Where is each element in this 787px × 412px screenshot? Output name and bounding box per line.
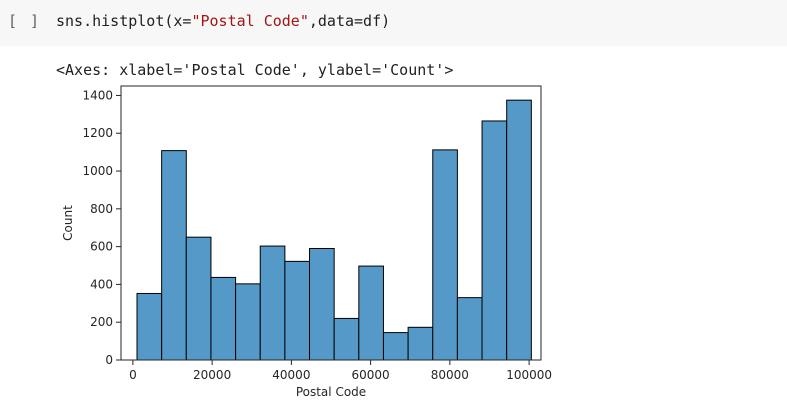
x-tick-label: 40000: [272, 368, 310, 382]
histogram-bar: [235, 283, 261, 361]
x-axis-ticks: 0 20000 40000 60000 80000 100000: [129, 360, 552, 382]
y-tick-label: 200: [90, 315, 113, 329]
y-tick-label: 600: [90, 240, 113, 254]
histogram-bar: [136, 292, 163, 361]
histogram-bar: [309, 248, 335, 361]
x-tick-label: 20000: [193, 368, 231, 382]
x-axis-label: Postal Code: [296, 385, 366, 399]
y-tick-label: 1400: [82, 88, 113, 102]
histogram-bar: [481, 120, 508, 361]
x-tick-label: 60000: [352, 368, 390, 382]
cell-output-text: <Axes: xlabel='Postal Code', ylabel='Cou…: [56, 61, 454, 79]
code-suffix: ,data=df): [308, 12, 391, 30]
histogram-bar: [259, 245, 286, 361]
histogram-bar: [506, 99, 532, 361]
y-tick-label: 400: [90, 277, 113, 291]
histogram-bar: [185, 236, 212, 361]
code-prefix: sns.histplot(x=: [56, 12, 192, 30]
x-tick-label: 80000: [431, 368, 469, 382]
histogram-bar: [210, 276, 237, 361]
y-tick-label: 1200: [82, 126, 113, 140]
histogram-bar: [432, 149, 458, 361]
x-tick-label: 0: [129, 368, 137, 382]
histogram-bars: [136, 99, 532, 361]
code-string-literal: "Postal Code": [191, 12, 309, 30]
histogram-bar: [161, 150, 187, 361]
histogram-bar: [284, 260, 311, 361]
histogram-bar: [456, 297, 483, 361]
y-tick-label: 1000: [82, 164, 113, 178]
y-tick-label: 0: [105, 353, 113, 367]
code-line[interactable]: sns.histplot(x="Postal Code",data=df): [56, 12, 390, 30]
code-cell-input[interactable]: [ ] sns.histplot(x="Postal Code",data=df…: [0, 0, 787, 46]
histogram-bar: [382, 332, 409, 361]
x-tick-label: 100000: [506, 368, 552, 382]
y-axis-ticks: 0 200 400 600 800 1000 1200 1400: [82, 88, 121, 367]
y-tick-label: 800: [90, 202, 113, 216]
histogram-bar: [358, 265, 384, 361]
y-axis-label: Count: [61, 205, 75, 241]
plot-frame: [120, 85, 542, 361]
run-cell-button[interactable]: [ ]: [8, 12, 42, 30]
histogram-bar: [333, 317, 360, 361]
histogram-bar: [407, 326, 434, 361]
